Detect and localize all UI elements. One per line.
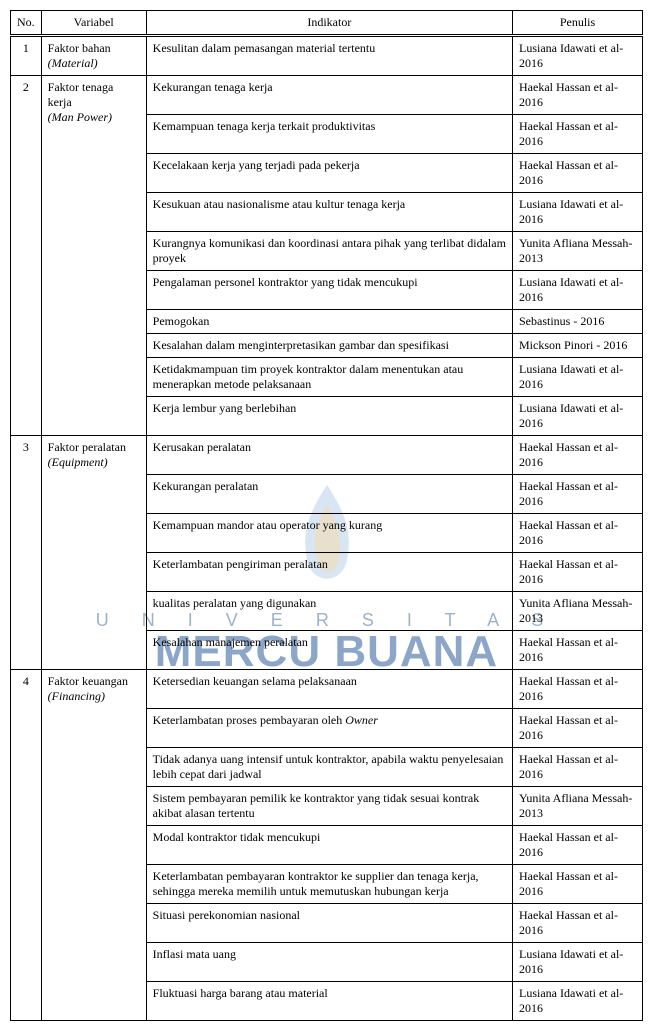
table-row: 4Faktor keuangan(Financing)Ketersedian k… [11, 670, 643, 709]
cell-indikator: Keterlambatan pembayaran kontraktor ke s… [146, 865, 512, 904]
cell-penulis: Yunita Afliana Messah-2013 [513, 232, 643, 271]
cell-penulis: Lusiana Idawati et al-2016 [513, 397, 643, 436]
cell-indikator: Situasi perekonomian nasional [146, 904, 512, 943]
cell-penulis: Yunita Afliana Messah-2013 [513, 592, 643, 631]
cell-penulis: Haekal Hassan et al-2016 [513, 709, 643, 748]
cell-penulis: Lusiana Idawati et al-2016 [513, 271, 643, 310]
variabel-sub: (Material) [48, 56, 140, 71]
cell-penulis: Haekal Hassan et al-2016 [513, 115, 643, 154]
cell-penulis: Haekal Hassan et al-2016 [513, 553, 643, 592]
header-variabel: Variabel [41, 11, 146, 36]
cell-indikator: Fluktuasi harga barang atau material [146, 982, 512, 1021]
cell-no: 4 [11, 670, 42, 1021]
header-indikator: Indikator [146, 11, 512, 36]
variabel-main: Faktor peralatan [48, 440, 140, 455]
cell-indikator: Kerusakan peralatan [146, 436, 512, 475]
cell-indikator: Pemogokan [146, 310, 512, 334]
cell-penulis: Mickson Pinori - 2016 [513, 334, 643, 358]
variabel-main: Faktor tenaga kerja [48, 80, 140, 110]
cell-no: 1 [11, 36, 42, 76]
table-row: 3Faktor peralatan(Equipment)Kerusakan pe… [11, 436, 643, 475]
cell-variabel: Faktor keuangan(Financing) [41, 670, 146, 1021]
header-no: No. [11, 11, 42, 36]
cell-penulis: Lusiana Idawati et al-2016 [513, 358, 643, 397]
cell-indikator: Kurangnya komunikasi dan koordinasi anta… [146, 232, 512, 271]
variabel-sub: (Equipment) [48, 455, 140, 470]
table-row: 2Faktor tenaga kerja(Man Power)Kekuranga… [11, 76, 643, 115]
cell-penulis: Lusiana Idawati et al-2016 [513, 982, 643, 1021]
cell-indikator: Kesalahan manajemen peralatan [146, 631, 512, 670]
cell-penulis: Haekal Hassan et al-2016 [513, 670, 643, 709]
cell-indikator: Kekurangan tenaga kerja [146, 76, 512, 115]
cell-penulis: Haekal Hassan et al-2016 [513, 436, 643, 475]
cell-indikator: Kesukuan atau nasionalisme atau kultur t… [146, 193, 512, 232]
cell-indikator: Kekurangan peralatan [146, 475, 512, 514]
cell-variabel: Faktor peralatan(Equipment) [41, 436, 146, 670]
cell-indikator: Kemampuan mandor atau operator yang kura… [146, 514, 512, 553]
cell-indikator: kualitas peralatan yang digunakan [146, 592, 512, 631]
cell-penulis: Haekal Hassan et al-2016 [513, 904, 643, 943]
cell-penulis: Haekal Hassan et al-2016 [513, 76, 643, 115]
cell-indikator: Pengalaman personel kontraktor yang tida… [146, 271, 512, 310]
variabel-sub: (Man Power) [48, 110, 140, 125]
cell-no: 3 [11, 436, 42, 670]
cell-indikator: Modal kontraktor tidak mencukupi [146, 826, 512, 865]
header-penulis: Penulis [513, 11, 643, 36]
cell-indikator: Keterlambatan proses pembayaran oleh Own… [146, 709, 512, 748]
cell-indikator: Ketidakmampuan tim proyek kontraktor dal… [146, 358, 512, 397]
table-row: 1 Faktor bahan(Material)Kesulitan dalam … [11, 36, 643, 76]
data-table: No. Variabel Indikator Penulis 1 Faktor … [10, 10, 643, 1021]
cell-indikator: Inflasi mata uang [146, 943, 512, 982]
cell-penulis: Lusiana Idawati et al-2016 [513, 36, 643, 76]
cell-indikator: Kerja lembur yang berlebihan [146, 397, 512, 436]
table-header-row: No. Variabel Indikator Penulis [11, 11, 643, 36]
cell-penulis: Haekal Hassan et al-2016 [513, 475, 643, 514]
variabel-sub: (Financing) [48, 689, 140, 704]
cell-penulis: Yunita Afliana Messah-2013 [513, 787, 643, 826]
variabel-main: Faktor bahan [48, 41, 140, 56]
cell-indikator: Tidak adanya uang intensif untuk kontrak… [146, 748, 512, 787]
cell-variabel: Faktor bahan(Material) [41, 36, 146, 76]
cell-penulis: Sebastinus - 2016 [513, 310, 643, 334]
cell-penulis: Haekal Hassan et al-2016 [513, 514, 643, 553]
cell-penulis: Haekal Hassan et al-2016 [513, 826, 643, 865]
cell-no: 2 [11, 76, 42, 436]
cell-penulis: Haekal Hassan et al-2016 [513, 748, 643, 787]
cell-variabel: Faktor tenaga kerja(Man Power) [41, 76, 146, 436]
cell-indikator: Kesalahan dalam menginterpretasikan gamb… [146, 334, 512, 358]
variabel-main: Faktor keuangan [48, 674, 140, 689]
cell-indikator: Sistem pembayaran pemilik ke kontraktor … [146, 787, 512, 826]
cell-penulis: Lusiana Idawati et al-2016 [513, 193, 643, 232]
cell-indikator: Keterlambatan pengiriman peralatan [146, 553, 512, 592]
cell-penulis: Haekal Hassan et al-2016 [513, 154, 643, 193]
cell-indikator: Ketersedian keuangan selama pelaksanaan [146, 670, 512, 709]
cell-indikator: Kesulitan dalam pemasangan material tert… [146, 36, 512, 76]
cell-penulis: Haekal Hassan et al-2016 [513, 631, 643, 670]
cell-indikator: Kemampuan tenaga kerja terkait produktiv… [146, 115, 512, 154]
cell-indikator: Kecelakaan kerja yang terjadi pada peker… [146, 154, 512, 193]
cell-penulis: Lusiana Idawati et al-2016 [513, 943, 643, 982]
cell-penulis: Haekal Hassan et al-2016 [513, 865, 643, 904]
